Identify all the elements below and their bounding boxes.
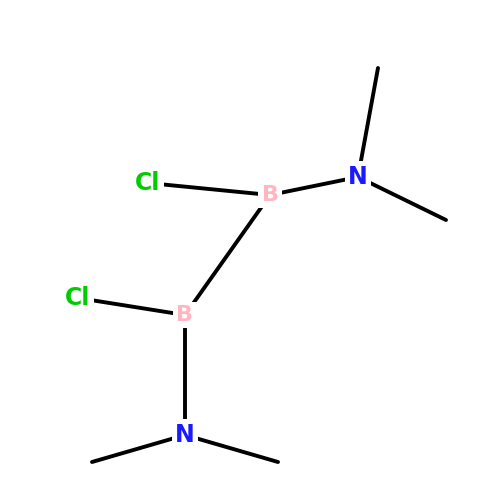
Text: Cl: Cl <box>66 286 90 310</box>
Text: N: N <box>175 423 195 447</box>
Text: B: B <box>176 305 194 325</box>
Text: Cl: Cl <box>136 171 160 195</box>
Text: B: B <box>262 185 278 205</box>
Text: N: N <box>348 165 368 189</box>
